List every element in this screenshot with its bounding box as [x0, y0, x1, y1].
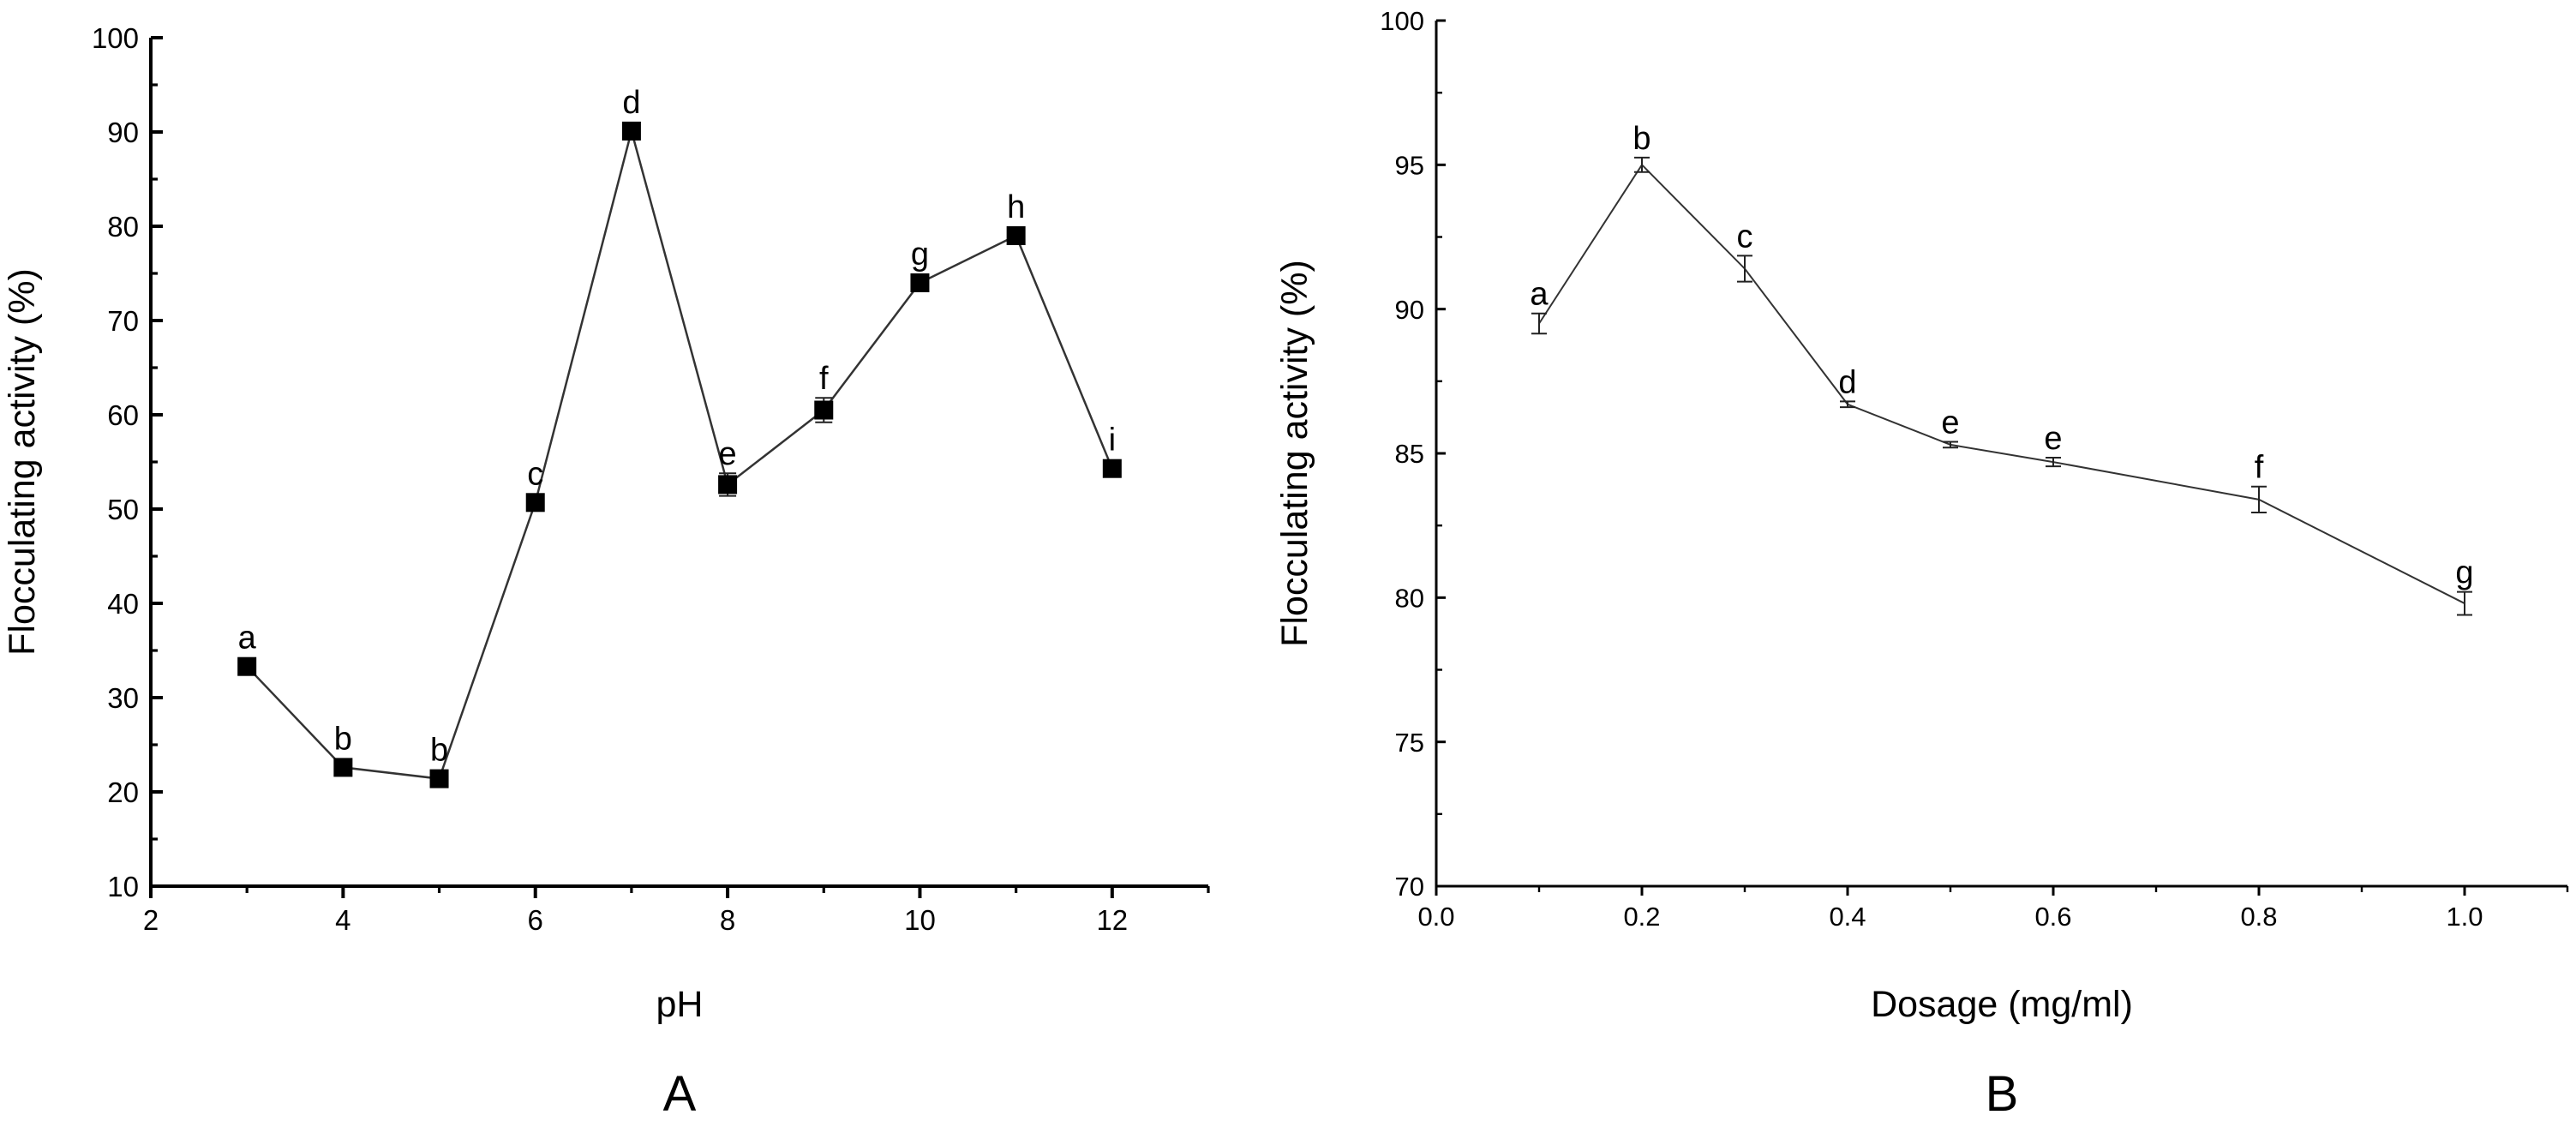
- data-point: [237, 656, 257, 676]
- significance-label: b: [430, 733, 448, 769]
- y-tick-label: 100: [92, 22, 139, 54]
- x-tick-label: 10: [904, 904, 936, 936]
- x-tick-label: 8: [720, 904, 735, 936]
- panel-label: A: [663, 1066, 697, 1122]
- y-tick-label: 60: [107, 399, 139, 431]
- significance-label: e: [2044, 421, 2062, 457]
- significance-label: d: [1838, 364, 1856, 400]
- significance-label: a: [238, 620, 257, 656]
- data-point: [718, 475, 738, 495]
- y-axis-title: Flocculating activity (%): [1274, 260, 1315, 647]
- data-point: [910, 273, 930, 292]
- significance-label: i: [1109, 423, 1116, 459]
- chart-panel-b: 70 75 80 85 90 95 100 0.0 0.2 0.4 0.6 0.8 1.0 Dosage …: [1274, 6, 2569, 1122]
- significance-label: h: [1007, 189, 1025, 225]
- y-tick-label: 80: [107, 211, 139, 243]
- significance-label: g: [911, 237, 929, 273]
- x-tick-label: 2: [143, 904, 159, 936]
- y-tick-label: 75: [1395, 728, 1424, 758]
- y-tick-label: 85: [1395, 439, 1424, 469]
- x-axis-title: pH: [656, 984, 704, 1025]
- series-line: [1538, 163, 2465, 604]
- data-point: [814, 400, 834, 420]
- x-tick-label: 0.2: [1623, 902, 1660, 932]
- x-tick-label: 0.4: [1829, 902, 1866, 932]
- y-tick-label: 30: [107, 682, 139, 714]
- x-tick-label: 6: [528, 904, 543, 936]
- y-tick-label: 95: [1395, 150, 1424, 180]
- panel-label: B: [1986, 1066, 2019, 1122]
- y-tick-label: 90: [1395, 295, 1424, 325]
- x-tick-label: 4: [335, 904, 350, 936]
- y-tick-label: 80: [1395, 583, 1424, 613]
- y-tick-label: 50: [107, 494, 139, 525]
- significance-label: f: [2255, 450, 2264, 486]
- series-line: [246, 127, 1113, 780]
- significance-label: e: [719, 436, 737, 472]
- x-tick-label: 1.0: [2446, 902, 2483, 932]
- data-point: [621, 121, 641, 141]
- y-tick-label: 90: [107, 117, 139, 148]
- significance-label: c: [1737, 219, 1753, 255]
- significance-label: c: [527, 456, 543, 492]
- y-tick-label: 70: [107, 305, 139, 337]
- y-tick-label: 10: [107, 871, 139, 902]
- x-tick-label: 0.6: [2034, 902, 2071, 932]
- y-tick-label: 70: [1395, 872, 1424, 902]
- significance-label: b: [1632, 121, 1650, 157]
- y-tick-label: 40: [107, 588, 139, 620]
- data-point: [333, 758, 353, 777]
- y-tick-label: 100: [1380, 6, 1424, 36]
- data-point: [1102, 459, 1122, 478]
- x-tick-label: 0.0: [1417, 902, 1454, 932]
- data-point: [429, 769, 449, 788]
- significance-label: a: [1530, 277, 1549, 313]
- x-axis-title: Dosage (mg/ml): [1871, 984, 2133, 1025]
- significance-label: f: [819, 361, 829, 397]
- y-tick-label: 20: [107, 776, 139, 808]
- chart-panel-a: 10 20 30 40 50 60 70 80 90 100 2 4 6 8 10 12 pH Flocculat…: [2, 22, 1210, 1122]
- significance-label: e: [1941, 405, 1959, 441]
- significance-label: b: [334, 721, 352, 757]
- significance-label: g: [2455, 555, 2473, 591]
- y-axis-title: Flocculating activity (%): [2, 268, 43, 656]
- x-tick-label: 12: [1096, 904, 1128, 936]
- data-point: [1006, 226, 1026, 245]
- significance-label: d: [622, 85, 640, 121]
- x-tick-label: 0.8: [2240, 902, 2277, 932]
- data-point: [525, 493, 545, 513]
